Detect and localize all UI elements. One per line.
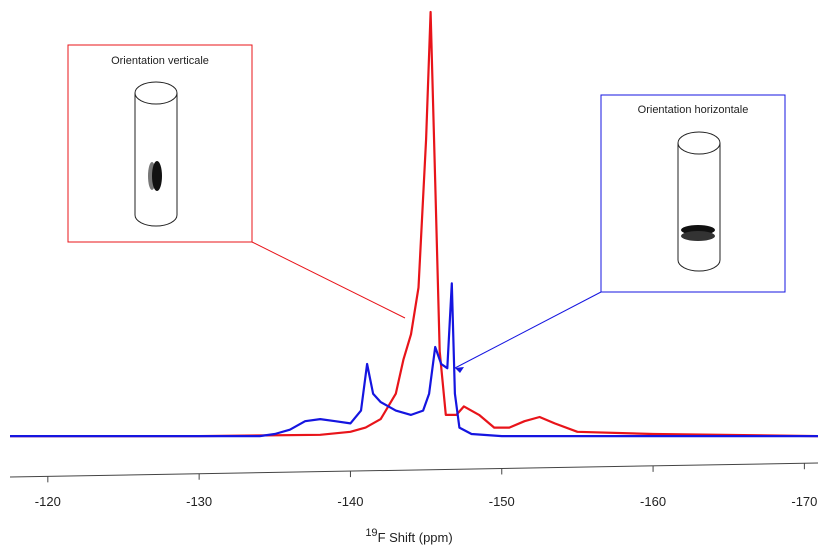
x-tick-label: -160: [640, 494, 666, 509]
annotation: Orientation horizontale: [638, 104, 749, 116]
x-tick-label: -170: [791, 494, 817, 509]
x-tick-label: -150: [489, 494, 515, 509]
inset-horizontal: Orientation horizontale: [454, 94, 786, 373]
x-axis: [9, 462, 818, 478]
inset-vertical: Orientation verticale: [67, 44, 406, 319]
spectrum-line: [10, 282, 818, 438]
x-tick-label: -120: [35, 494, 61, 509]
annotation: Orientation verticale: [111, 55, 209, 67]
x-tick-label: -140: [337, 494, 363, 509]
x-tick-label: -130: [186, 494, 212, 509]
spectrum-line: [10, 10, 818, 438]
x-axis-label-sup: 19: [365, 527, 377, 539]
x-axis-label-main: F Shift (ppm): [378, 530, 453, 545]
x-axis-label: 19F Shift (ppm): [365, 527, 452, 545]
